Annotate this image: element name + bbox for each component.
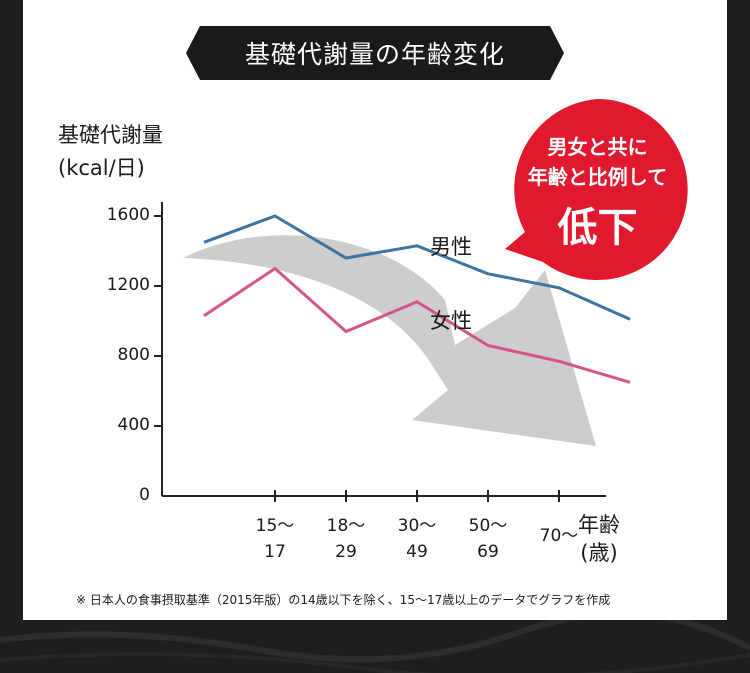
badge-line-2: 年齢と比例して: [527, 165, 668, 189]
downward-trend-arrow: [183, 235, 596, 446]
footnote: ※ 日本人の食事摂取基準（2015年版）の14歳以下を除く、15〜17歳以上のデ…: [76, 593, 611, 607]
page-title: 基礎代謝量の年齢変化: [186, 26, 564, 80]
y-tick-label: 1600: [106, 205, 150, 225]
series-label-female: 女性: [430, 309, 472, 333]
x-tick-label: 15〜 17: [255, 516, 295, 562]
series-label-male: 男性: [430, 235, 472, 259]
y-tick-label: 400: [117, 415, 150, 435]
highlight-badge-text: 男女と共に 年齢と比例して 低下: [505, 97, 690, 282]
x-tick-label: 18〜 29: [326, 516, 366, 562]
badge-line-1: 男女と共に: [547, 135, 648, 159]
highlight-badge: [505, 99, 688, 280]
y-tick-label: 0: [139, 485, 150, 505]
y-tick-label: 800: [117, 345, 150, 365]
badge-line-3: 低下: [557, 205, 638, 251]
y-axis-label: 基礎代謝量: [58, 123, 163, 147]
x-tick-label: 50〜 69: [468, 516, 508, 562]
trend-arrow-shape: [183, 235, 596, 446]
y-tick-label: 1200: [106, 275, 150, 295]
x-tick-label: 30〜 49: [397, 516, 437, 562]
y-axis-unit: (kcal/日): [58, 156, 145, 180]
x-axis-unit: 年齢 (歳): [578, 513, 620, 565]
x-tick-label: 70〜: [539, 526, 579, 546]
